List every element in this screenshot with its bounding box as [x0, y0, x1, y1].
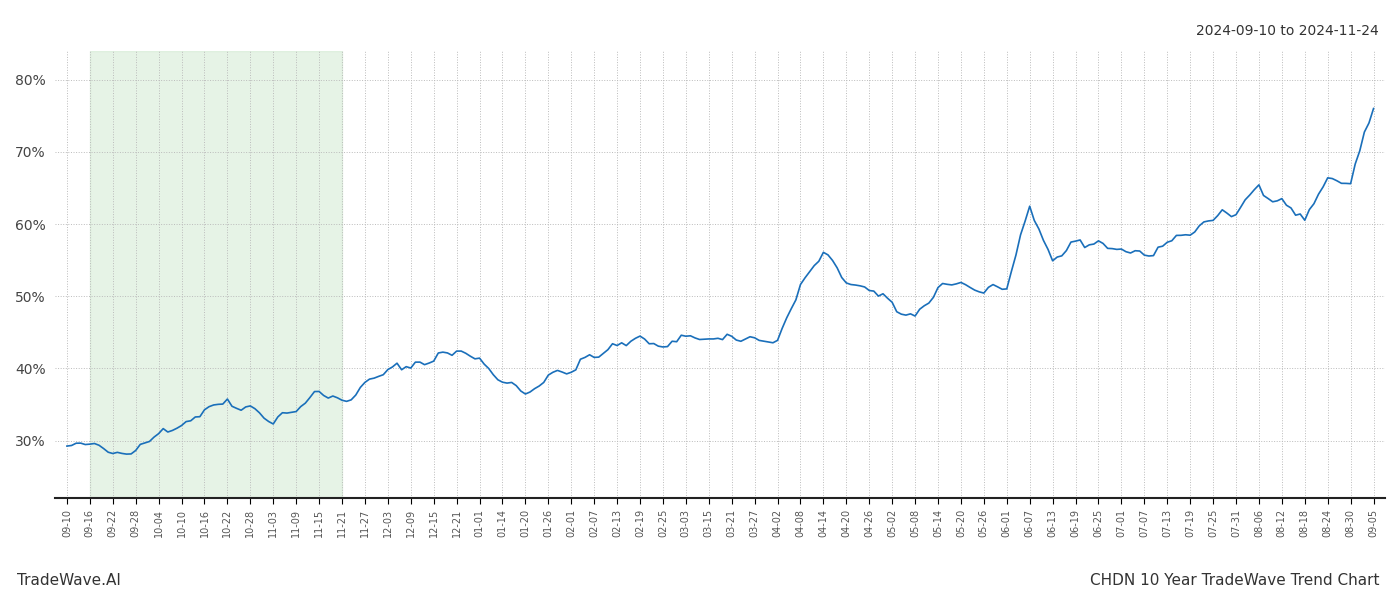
Text: TradeWave.AI: TradeWave.AI	[17, 573, 120, 588]
Bar	[90, 51, 342, 498]
Text: CHDN 10 Year TradeWave Trend Chart: CHDN 10 Year TradeWave Trend Chart	[1089, 573, 1379, 588]
Text: 2024-09-10 to 2024-11-24: 2024-09-10 to 2024-11-24	[1196, 24, 1379, 38]
